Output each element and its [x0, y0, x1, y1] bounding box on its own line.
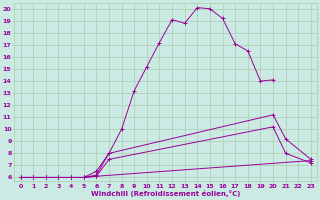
X-axis label: Windchill (Refroidissement éolien,°C): Windchill (Refroidissement éolien,°C)	[91, 190, 240, 197]
